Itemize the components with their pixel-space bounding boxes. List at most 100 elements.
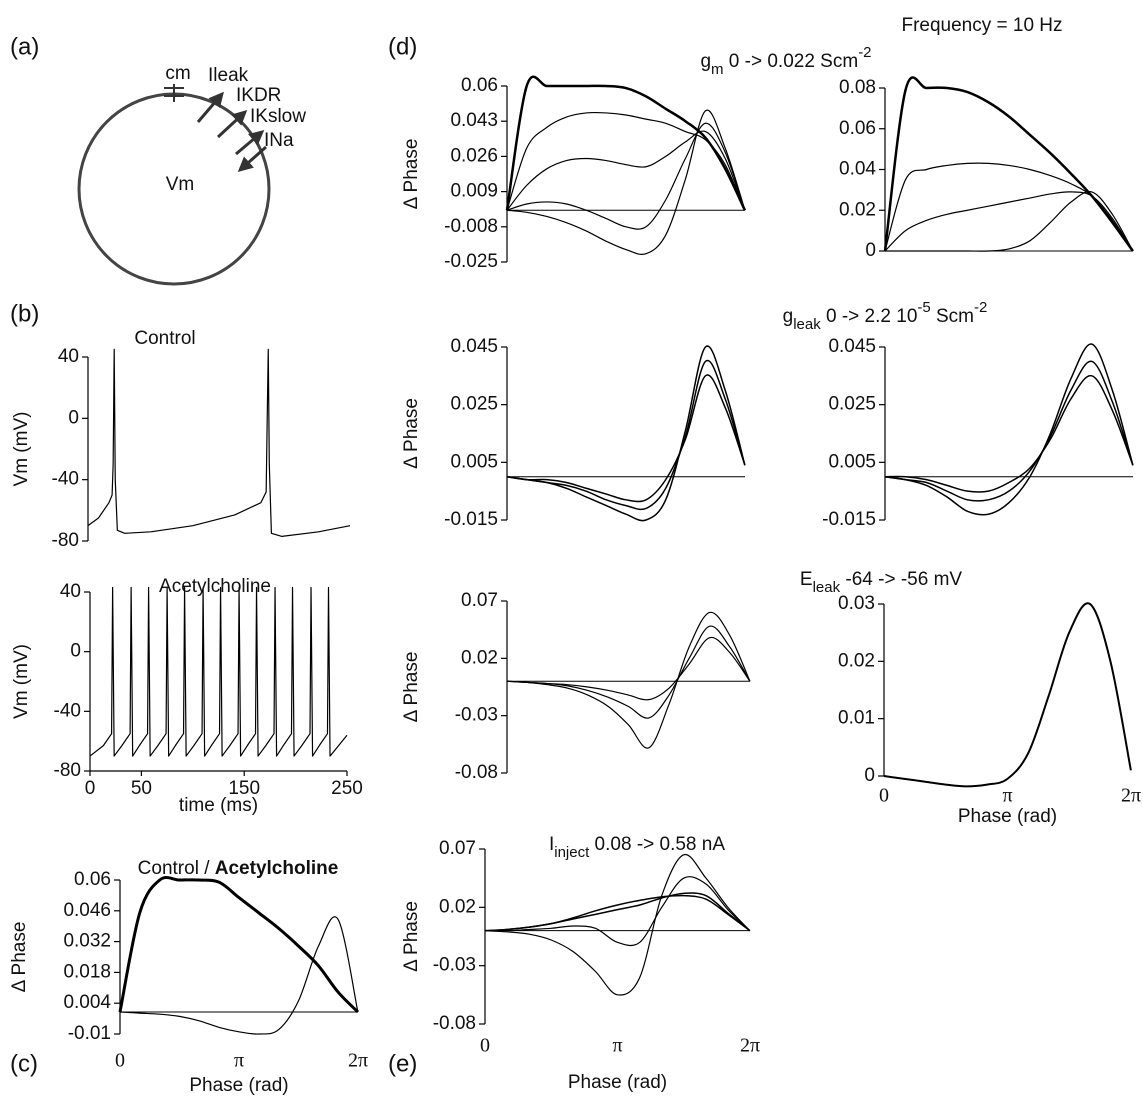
- title-part: Scm: [931, 306, 974, 327]
- x-tick-label: 0: [85, 778, 96, 799]
- y-tick-label: 0.004: [63, 992, 111, 1013]
- chart-title: Acetylcholine: [159, 576, 271, 597]
- y-tick-label: -40: [52, 469, 79, 490]
- title-part: -5: [917, 299, 930, 316]
- x-tick-label: 50: [131, 778, 152, 799]
- series-line: [884, 360, 1134, 502]
- y-tick-label: 40: [58, 346, 79, 367]
- x-tick-label: 2π: [1121, 785, 1141, 807]
- title-part: inject: [554, 844, 590, 861]
- y-tick-label: -0.015: [822, 509, 876, 530]
- series-line: [506, 625, 751, 719]
- title-part: g: [700, 51, 711, 72]
- y-tick-label: 0.009: [450, 181, 498, 202]
- y-tick-label: 0.06: [74, 869, 111, 890]
- y-tick-label: -0.08: [455, 762, 498, 783]
- y-tick-label: 0.025: [450, 394, 498, 415]
- current-arrow: [237, 145, 267, 172]
- y-tick-label: 0.045: [828, 336, 876, 357]
- chart: 0.03 0.02 0.01 00 π 2π Phase (rad) Eleak -64 ->…: [800, 569, 1141, 827]
- y-tick-label: 0.043: [450, 110, 498, 131]
- y-tick-label: 0.018: [63, 961, 111, 982]
- header: Frequency = 10 Hz: [901, 15, 1062, 36]
- x-tick-label: 2π: [348, 1050, 368, 1072]
- title-part: m: [711, 61, 724, 78]
- y-tick-label: -0.025: [444, 251, 498, 272]
- chart: 0.06 0.046 0.032 0.018 0.004 -0.010 π 2π Δ Phase…: [9, 858, 368, 1096]
- title-part: Control: [134, 328, 195, 349]
- chart-title: gleak 0 -> 2.2 10-5 Scm-2: [783, 299, 988, 333]
- y-tick-label: 0.06: [461, 75, 498, 96]
- series-line: [883, 602, 1132, 788]
- series-line: [506, 374, 746, 503]
- title-part: 0.08 -> 0.58 nA: [589, 834, 725, 855]
- chart: 0.045 0.025 0.005 -0.015 gleak 0 -> 2.2 10-5…: [783, 299, 1134, 530]
- label-vm: Vm: [166, 174, 195, 195]
- series-line: [884, 375, 1134, 493]
- x-tick-label: 2π: [740, 1035, 760, 1057]
- y-tick-label: 0.02: [838, 650, 875, 671]
- y-axis-label: Δ Phase: [401, 139, 422, 210]
- series-line: [506, 122, 746, 230]
- y-axis-label: Vm (mV): [11, 644, 32, 719]
- chart: 40 0 -40 -80 Vm (mV) Control (b): [10, 300, 351, 551]
- x-tick-label: π: [1002, 785, 1012, 807]
- x-tick-label: 0: [480, 1035, 490, 1057]
- label-ikdr: IKDR: [236, 85, 281, 106]
- y-tick-label: -0.01: [68, 1023, 111, 1044]
- current-arrow: [196, 91, 224, 123]
- chart-title: Control / Acetylcholine: [138, 858, 339, 879]
- chart-title: gm 0 -> 0.022 Scm-2: [700, 44, 871, 78]
- title-part: I: [549, 834, 554, 855]
- y-tick-label: -0.03: [455, 705, 498, 726]
- y-tick-label: 40: [60, 581, 81, 602]
- current-arrow: [235, 130, 265, 156]
- y-tick-label: 0.04: [839, 159, 876, 180]
- title-part: -2: [974, 299, 987, 316]
- chart: 0.045 0.025 0.005 -0.015 Δ Phase: [401, 336, 746, 530]
- x-tick-label: 0: [115, 1050, 125, 1072]
- label-ikslow: IKslow: [250, 106, 306, 127]
- x-axis-label: time (ms): [179, 795, 258, 816]
- panel-a: (a) cm Ileak IKDR IKslow INa Vm: [10, 33, 306, 286]
- title-part: -2: [858, 44, 871, 61]
- series-line: [505, 75, 747, 211]
- y-tick-label: 0.026: [450, 145, 498, 166]
- series-line: [506, 345, 746, 522]
- y-tick-label: 0.005: [828, 451, 876, 472]
- y-tick-label: 0.03: [838, 593, 875, 614]
- y-axis-label: Δ Phase: [401, 652, 422, 723]
- y-axis-label: Δ Phase: [401, 901, 422, 972]
- panel-label: (d): [388, 33, 417, 60]
- x-axis-label: Phase (rad): [958, 806, 1057, 827]
- chart-title: Eleak -64 -> -56 mV: [800, 569, 963, 596]
- title-part: Acetylcholine: [159, 576, 271, 597]
- title-part: 0 -> 0.022 Scm: [724, 51, 859, 72]
- y-tick-label: 0: [70, 641, 81, 662]
- x-tick-label: π: [612, 1035, 622, 1057]
- series-line: [119, 916, 359, 1035]
- series-line: [484, 854, 751, 996]
- series-line: [484, 894, 751, 932]
- title-part: g: [783, 306, 794, 327]
- panel-label: (e): [388, 1050, 417, 1077]
- x-tick-label: 250: [331, 778, 363, 799]
- y-tick-label: 0.045: [450, 336, 498, 357]
- series-line: [506, 130, 746, 211]
- series-line: [87, 348, 351, 537]
- y-tick-label: 0.06: [839, 118, 876, 139]
- panel-label: (c): [10, 1050, 38, 1077]
- title-part: 0 -> 2.2 10: [821, 306, 918, 327]
- series-line: [118, 876, 359, 1014]
- title-part: E: [800, 569, 813, 590]
- x-tick-label: π: [234, 1050, 244, 1072]
- current-arrow: [216, 109, 248, 139]
- y-tick-label: -0.03: [433, 955, 476, 976]
- series-line: [89, 586, 348, 757]
- y-tick-label: -0.008: [444, 216, 498, 237]
- x-axis-label: Phase (rad): [568, 1072, 667, 1093]
- series-line: [484, 892, 751, 932]
- y-axis-label: Δ Phase: [401, 398, 422, 469]
- series-line: [506, 109, 746, 255]
